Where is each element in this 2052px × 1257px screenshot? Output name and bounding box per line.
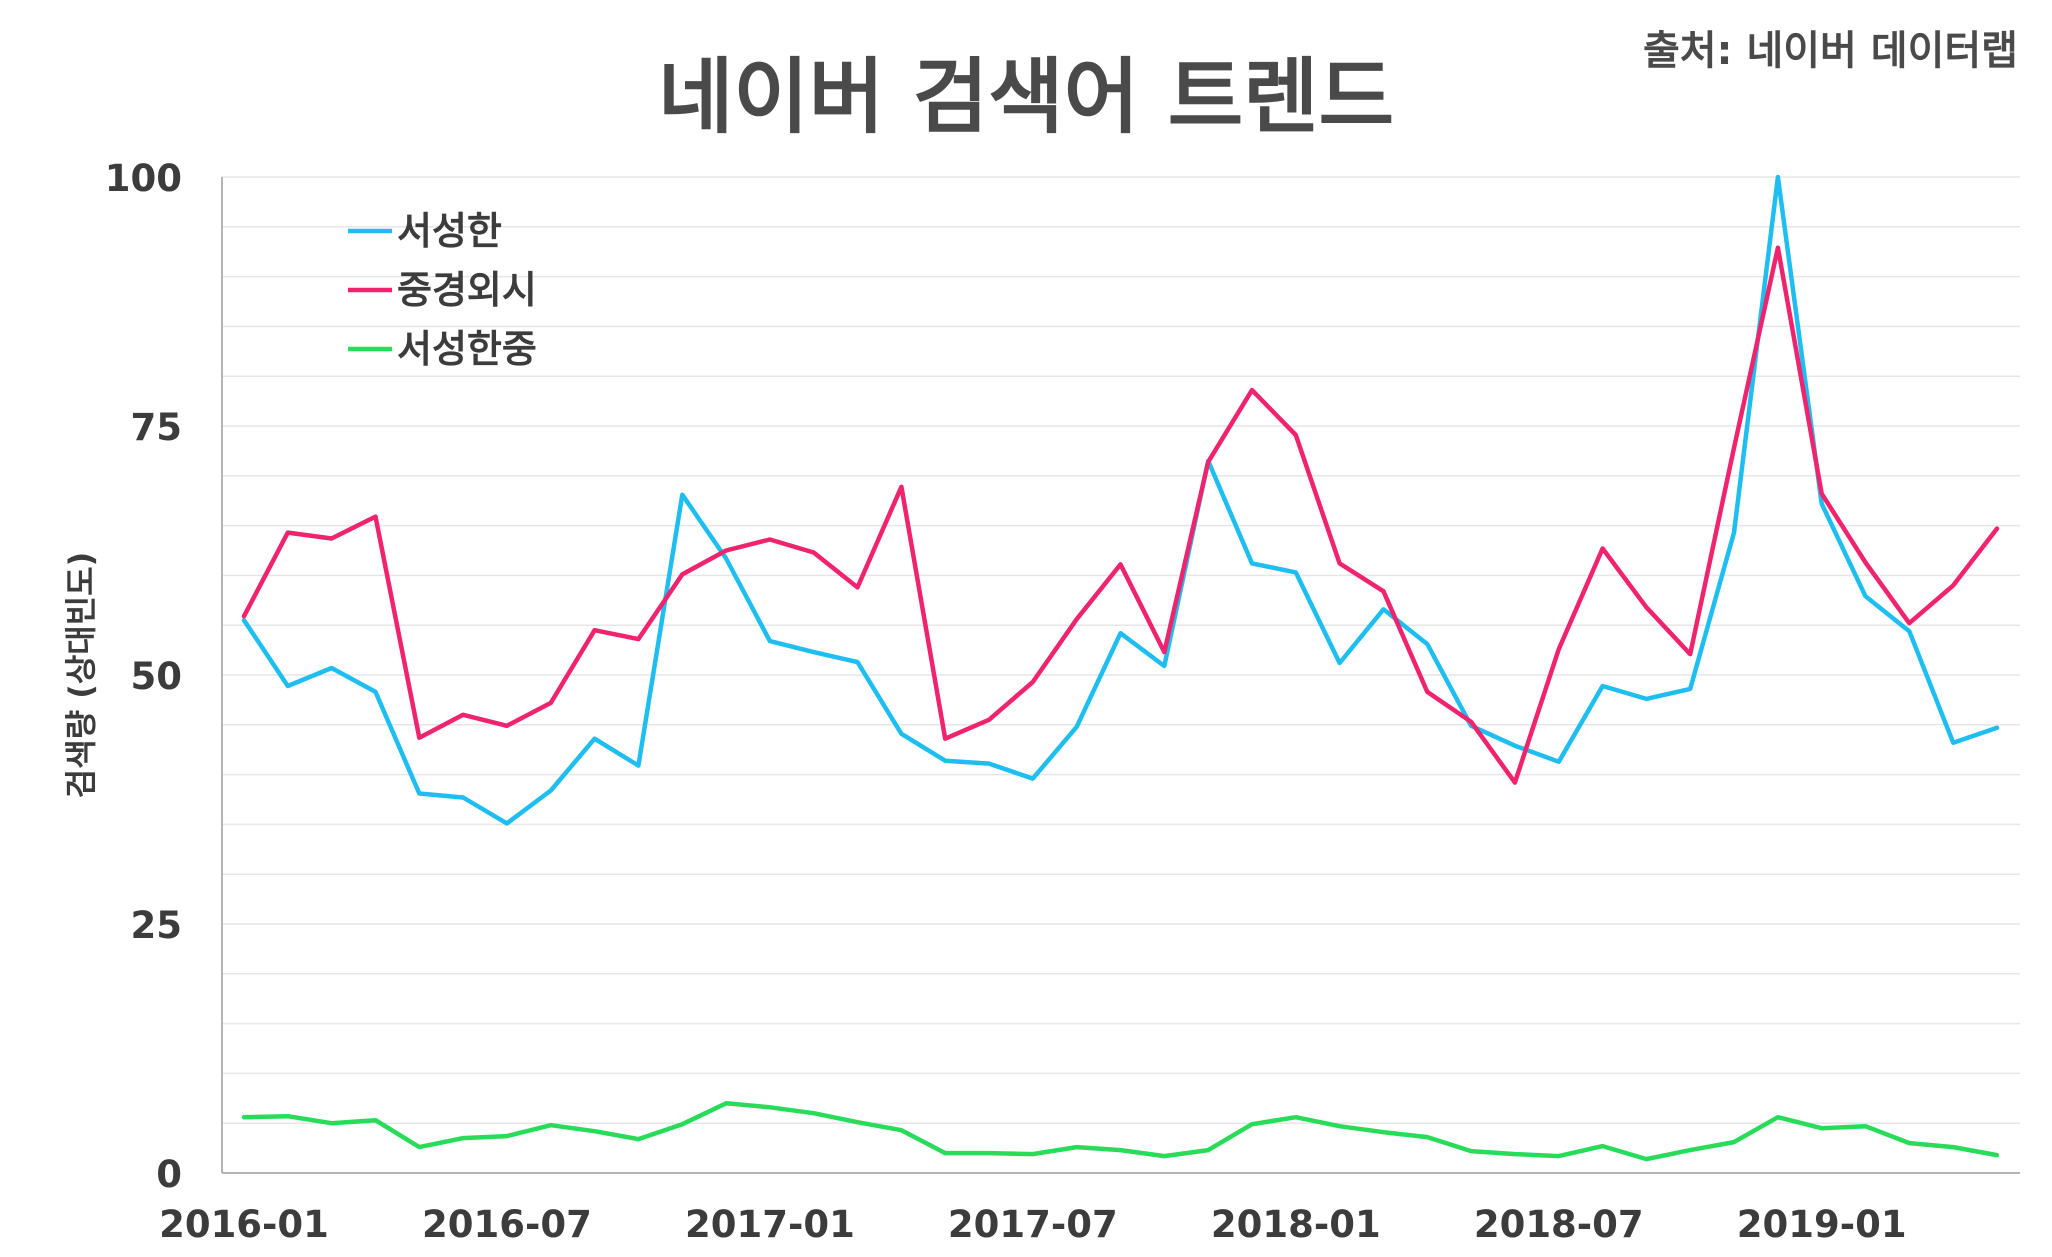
y-tick-label: 50 — [131, 655, 183, 698]
y-axis-label: 검색량 (상대빈도) — [62, 552, 100, 798]
x-tick-label: 2019-01 — [1737, 1203, 1907, 1246]
x-tick-label: 2017-07 — [948, 1203, 1118, 1246]
legend-label: 중경외시 — [397, 268, 537, 312]
series-line — [241, 245, 2000, 785]
chart-title: 네이버 검색어 트렌드 — [657, 50, 1395, 145]
series-line — [241, 174, 2000, 826]
x-tick-label: 2016-07 — [422, 1203, 592, 1246]
x-tick-label: 2017-01 — [685, 1203, 855, 1246]
x-tick-label: 2018-07 — [1474, 1203, 1644, 1246]
source-note: 출처: 네이버 데이터랩 — [1642, 28, 2018, 74]
legend-label: 서성한 — [397, 209, 502, 253]
series-lines — [241, 174, 2000, 1162]
gridlines — [222, 176, 2020, 1124]
series-line — [241, 1101, 2000, 1162]
axes: 0 25 50 75 100 2016-01 2016-07 2017-01 2017-07 20… — [62, 157, 2020, 1246]
y-tick-label: 75 — [131, 406, 183, 449]
y-tick-label: 0 — [156, 1153, 182, 1196]
legend-label: 서성한중 — [397, 327, 537, 371]
y-tick-label: 100 — [105, 157, 182, 200]
y-tick-label: 25 — [131, 904, 183, 947]
x-tick-label: 2016-01 — [159, 1203, 329, 1246]
x-tick-label: 2018-01 — [1211, 1203, 1381, 1246]
